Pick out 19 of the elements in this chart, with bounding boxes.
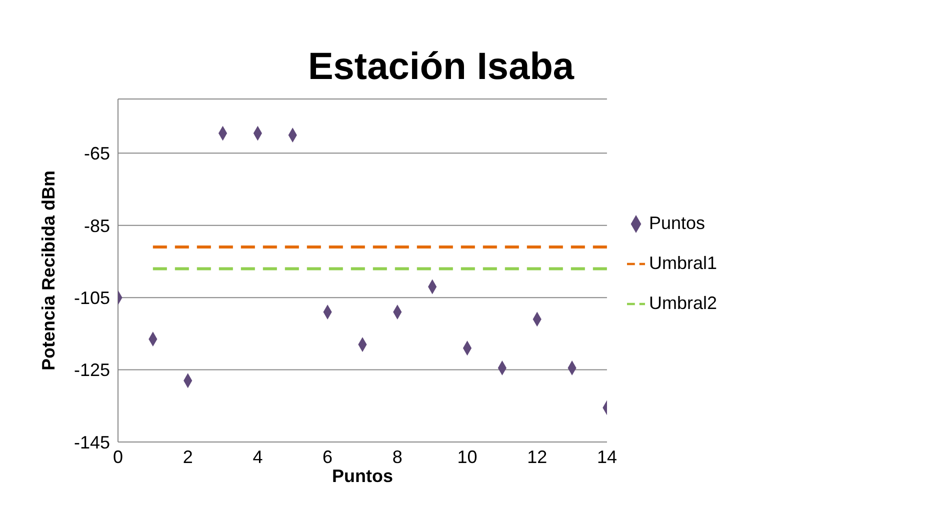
legend-label: Umbral1 bbox=[648, 253, 717, 273]
y-tick-label: -105 bbox=[74, 288, 110, 308]
y-tick-label: -65 bbox=[84, 144, 110, 164]
x-tick-label: 10 bbox=[457, 446, 478, 467]
chart-title: Estación Isaba bbox=[306, 46, 576, 89]
x-tick-label: 14 bbox=[596, 446, 617, 467]
x-tick-label: 8 bbox=[392, 446, 402, 467]
x-tick-label: 4 bbox=[252, 446, 263, 467]
y-tick-label: -125 bbox=[74, 360, 110, 380]
x-tick-label: 6 bbox=[322, 446, 333, 467]
x-tick-label: 2 bbox=[182, 446, 193, 467]
x-axis-title: Puntos bbox=[332, 466, 393, 486]
x-tick-label: 12 bbox=[527, 446, 548, 467]
y-tick-label: -85 bbox=[84, 216, 110, 236]
y-tick-label: -145 bbox=[74, 432, 110, 452]
y-axis-title: Potencia Recibida dBm bbox=[38, 170, 58, 370]
legend-label: Puntos bbox=[648, 213, 706, 233]
legend-label: Umbral2 bbox=[648, 293, 717, 313]
x-tick-label: 0 bbox=[112, 446, 124, 467]
